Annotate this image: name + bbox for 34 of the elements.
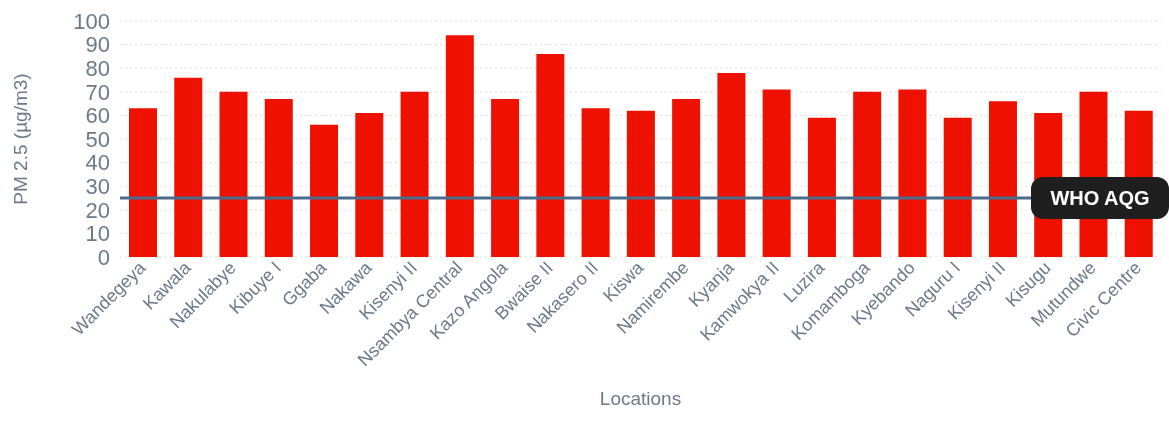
- y-tick-label: 100: [73, 8, 110, 34]
- bar: [264, 98, 293, 257]
- x-axis-title: Locations: [599, 388, 682, 409]
- y-tick-label: 50: [85, 126, 110, 152]
- bar: [943, 117, 972, 257]
- y-tick-label: 0: [97, 244, 110, 270]
- y-tick-label: 30: [85, 174, 110, 200]
- bar: [219, 91, 248, 257]
- bar: [988, 101, 1017, 257]
- bar: [626, 110, 655, 257]
- bar: [536, 54, 565, 257]
- bar: [445, 35, 474, 257]
- y-axis-title: PM 2.5 (µg/m3): [9, 73, 31, 205]
- bar: [762, 89, 791, 257]
- bar: [355, 113, 384, 257]
- bar: [717, 72, 746, 257]
- y-tick-label: 10: [85, 221, 110, 247]
- bar: [310, 124, 339, 257]
- bar: [400, 91, 429, 257]
- y-tick-label: 60: [85, 103, 110, 129]
- y-tick-label: 20: [85, 197, 110, 223]
- y-tick-label: 40: [85, 150, 110, 176]
- y-tick-label: 70: [85, 79, 110, 105]
- bar: [898, 89, 927, 257]
- y-tick-label: 80: [85, 56, 110, 82]
- bar: [129, 108, 157, 257]
- ref-line-label: WHO AQG: [1050, 187, 1150, 209]
- y-tick-label: 90: [85, 32, 110, 58]
- bar: [491, 98, 520, 257]
- bar: [581, 108, 610, 257]
- bar: [853, 91, 882, 257]
- bar: [174, 77, 203, 257]
- bar: [807, 117, 836, 257]
- bar: [672, 98, 701, 257]
